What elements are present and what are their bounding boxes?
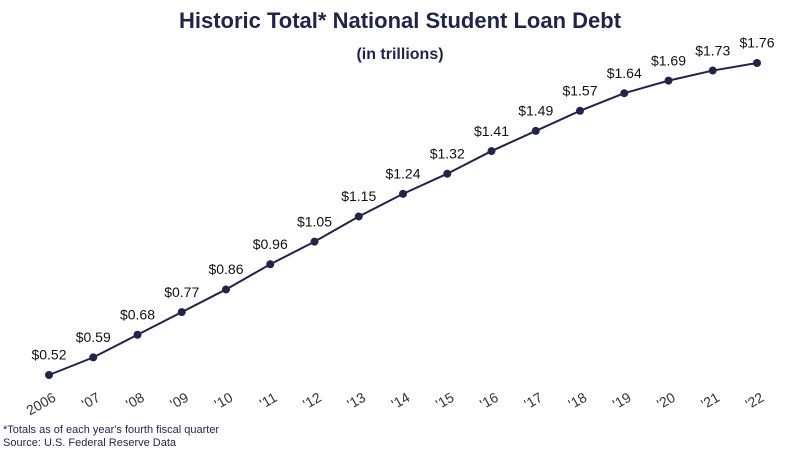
data-point: [222, 285, 230, 294]
data-label: $0.68: [120, 306, 155, 322]
data-point: [531, 126, 540, 135]
data-label: $0.96: [253, 236, 288, 252]
chart-subtitle: (in trillions): [356, 46, 443, 63]
data-label: $1.15: [341, 188, 376, 204]
x-tick-label: '09: [167, 389, 191, 412]
x-tick-label: '12: [300, 389, 324, 412]
data-line: [48, 62, 758, 376]
footnote: *Totals as of each year's fourth fiscal …: [3, 424, 219, 436]
data-point: [177, 308, 186, 317]
data-label: $1.69: [651, 52, 686, 68]
data-label: $1.57: [562, 83, 597, 99]
x-tick-label: '14: [389, 389, 413, 412]
data-label: $1.24: [385, 166, 420, 182]
data-point: [620, 89, 629, 98]
source: Source: U.S. Federal Reserve Data: [3, 437, 177, 449]
data-label: $1.64: [607, 65, 642, 81]
data-label: $1.05: [297, 213, 332, 229]
data-label: $1.49: [518, 103, 553, 119]
data-point: [399, 189, 407, 198]
data-label: $0.52: [31, 347, 66, 363]
x-tick-label: '08: [123, 389, 147, 412]
data-label: $0.77: [164, 284, 199, 300]
x-tick-label: '15: [433, 389, 457, 412]
x-tick-label: '10: [212, 389, 236, 412]
data-label: $1.32: [430, 145, 465, 161]
x-tick-label: '11: [257, 389, 280, 412]
x-tick-label: '07: [79, 389, 103, 412]
x-tick-label: '18: [566, 389, 590, 412]
data-label: $1.76: [739, 35, 774, 51]
x-tick-label: '22: [743, 389, 767, 412]
data-point: [487, 147, 496, 156]
data-point: [89, 353, 98, 362]
data-label: $0.86: [208, 261, 243, 277]
x-tick-label: '21: [698, 389, 722, 412]
x-tick-label: '17: [521, 389, 545, 412]
data-point: [664, 76, 673, 85]
x-tick-label: '19: [610, 389, 634, 412]
chart-title: Historic Total* National Student Loan De…: [179, 8, 622, 33]
x-tick-label: '20: [654, 389, 678, 412]
data-point: [753, 59, 761, 67]
x-tick-label: '16: [477, 389, 501, 412]
data-label: $1.73: [695, 42, 730, 58]
data-point: [133, 330, 142, 339]
data-point: [354, 212, 363, 221]
data-point: [576, 106, 584, 115]
data-point: [266, 260, 275, 269]
data-point: [310, 237, 319, 246]
x-tick-label: '13: [344, 389, 368, 412]
data-point: [443, 169, 452, 178]
data-label: $1.41: [474, 123, 509, 139]
data-point: [45, 371, 53, 379]
x-tick-label: 2006: [23, 389, 58, 419]
data-point: [708, 66, 717, 75]
data-label: $0.59: [76, 329, 111, 345]
